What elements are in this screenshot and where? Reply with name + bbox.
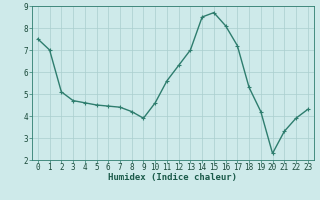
X-axis label: Humidex (Indice chaleur): Humidex (Indice chaleur) <box>108 173 237 182</box>
